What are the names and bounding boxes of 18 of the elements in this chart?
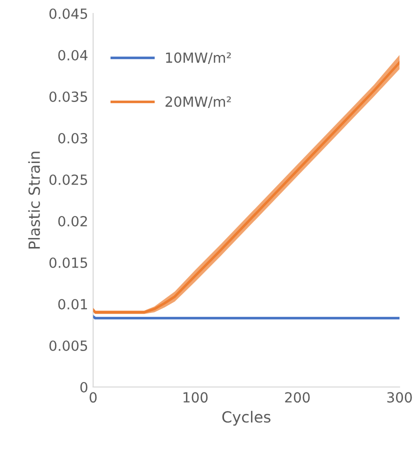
y-tick-label: 0.02 <box>58 216 87 226</box>
y-tick-label: 0.015 <box>49 257 88 268</box>
y-tick-label: 0.04 <box>58 50 88 60</box>
y-tick-label: 0.045 <box>49 8 88 19</box>
x-tick-label: 200 <box>285 392 310 403</box>
legend-label: 10MW/m² <box>166 52 231 64</box>
y-tick-label: 0.01 <box>58 298 88 310</box>
y-tick-label: 0.03 <box>58 132 88 144</box>
y-tick-label: 0 <box>80 382 88 392</box>
x-axis-title: Cycles <box>222 410 270 426</box>
y-axis-title: Plastic Strain <box>28 152 40 249</box>
x-tick-label: 300 <box>387 392 412 403</box>
legend-label: 20MW/m² <box>166 96 231 108</box>
x-tick-label: 100 <box>184 392 208 403</box>
y-tick-label: 0.005 <box>49 340 88 351</box>
y-tick-label: 0.035 <box>49 91 88 102</box>
x-tick-label: 0 <box>90 392 97 403</box>
y-tick-label: 0.025 <box>49 174 88 185</box>
